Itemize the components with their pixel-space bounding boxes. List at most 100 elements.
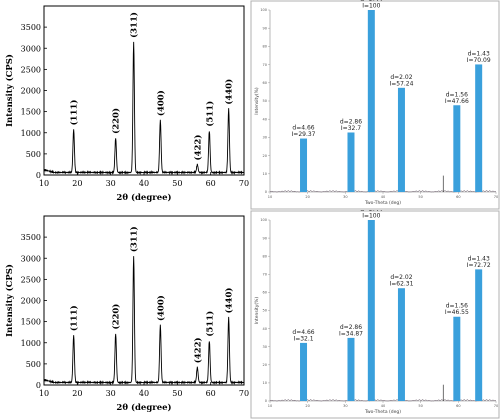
y-axis-label: Intensity (CPS) [4,54,15,127]
y-tick-label: 60 [263,81,267,85]
x-tick-label: 30 [106,179,116,188]
x-tick-label: 70 [239,389,249,398]
bar-label-i: I=32.7 [341,125,361,132]
y-tick-label: 80 [263,45,267,49]
bar [347,337,355,401]
bar-label-i: I=32.1 [293,335,313,342]
pattern-chart-top: 0 10 20 30 40 50 60 70 80 90 100 10 20 30 40 50 60 70 Two-… [250,0,500,210]
y-tick-label: 0 [265,190,267,194]
x-tick-label: 40 [381,404,385,408]
bar-label-i: I=100 [362,3,380,10]
y-tick-label: 60 [263,291,267,295]
x-tick-label: 50 [418,404,422,408]
y-tick-label: 20 [263,154,267,158]
xrd-chart-top-svg: 0 500 1000 1500 2000 2500 3000 3500 10 20 30 40 50 60… [4,5,249,203]
peak-label: (440) [224,288,235,314]
bar-label-d: d=4.66 [292,329,314,336]
bar-label-d: d=4.66 [292,125,314,132]
y-tick-label: 500 [26,360,41,369]
peak-label: (400) [155,90,166,116]
y-tick-label: 1000 [21,129,41,138]
x-tick-label: 50 [418,195,422,199]
x-tick-label: 50 [172,389,182,398]
bar-label-i: I=72.72 [467,262,491,269]
peak-label: (220) [111,108,122,134]
peak-label: (111) [69,305,80,331]
x-tick-label: 10 [39,179,49,188]
peak-label: (511) [204,101,215,127]
x-tick-label: 30 [343,404,347,408]
x-tick-label: 20 [72,179,82,188]
y-tick-label: 100 [260,8,267,12]
y-tick-label: 2500 [21,275,41,284]
bar-label-d: d=1.43 [468,255,490,262]
bar [453,105,461,192]
y-tick-label: 30 [263,136,267,140]
y-tick-label: 30 [263,345,267,349]
bar [367,220,375,401]
panel-border [250,0,500,210]
x-tick-label: 10 [39,389,49,398]
y-tick-label: 2000 [21,87,41,96]
y-tick-label: 10 [263,381,267,385]
x-tick-label: 70 [239,179,249,188]
x-axis-label: Two-Theta (deg) [364,409,401,415]
x-tick-label: 70 [494,404,498,408]
y-tick-label: 40 [263,117,267,121]
y-axis-label: Intensity(%) [254,87,260,115]
bar-label-d: d=1.56 [446,91,468,98]
x-axis-label: 2θ (degree) [116,402,171,413]
bar [397,288,405,401]
peak-label: (111) [69,100,80,126]
x-axis-label: 2θ (degree) [116,192,171,203]
bar [300,138,308,192]
y-tick-label: 50 [263,99,267,103]
bar-label-i: I=34.87 [339,330,363,337]
bar-label-i: I=47.66 [445,98,469,105]
bar [453,316,461,401]
bar-label-i: I=70.09 [467,57,491,64]
y-tick-label: 50 [263,309,267,313]
y-tick-label: 3000 [21,254,41,263]
peak-label: (220) [111,304,122,330]
y-tick-label: 0 [36,171,41,180]
bar-label-d: d=2.86 [340,118,362,125]
y-tick-label: 3000 [21,44,41,53]
x-tick-label: 50 [172,179,182,188]
bar-label-d: d=2.86 [340,324,362,331]
bar [347,132,355,192]
x-tick-label: 30 [343,195,347,199]
bar [367,10,375,192]
y-tick-label: 80 [263,254,267,258]
y-tick-label: 3500 [21,233,41,242]
bar [475,269,483,401]
peak-label: (511) [204,311,215,337]
xrd-chart-top: 0 500 1000 1500 2000 2500 3000 3500 10 20 30 40 50 60… [0,0,250,210]
x-tick-label: 20 [305,404,309,408]
y-tick-label: 90 [263,236,267,240]
plot-frame [43,215,245,386]
x-tick-label: 70 [494,195,498,199]
y-tick-label: 70 [263,63,267,67]
x-tick-label: 30 [106,389,116,398]
pattern-chart-bottom: 0 10 20 30 40 50 60 70 80 90 100 10 20 30 40 50 60 70 Two-… [250,210,500,419]
x-axis-label: Two-Theta (deg) [364,200,401,206]
x-tick-label: 10 [268,195,272,199]
peak-label: (400) [155,295,166,321]
plot-frame [43,5,245,176]
x-tick-label: 60 [456,404,460,408]
peak-label: (311) [129,12,140,38]
y-tick-label: 0 [36,381,41,390]
bar-label-d: d=1.43 [468,50,490,57]
xrd-chart-bottom-svg: 0 500 1000 1500 2000 2500 3000 3500 10 20 30 40 50 60… [4,215,249,413]
x-tick-label: 60 [206,389,216,398]
bar-label-i: I=29.37 [292,131,316,138]
bar [475,64,483,192]
y-tick-label: 1500 [21,318,41,327]
x-tick-label: 40 [139,389,149,398]
peak-label: (422) [192,337,203,363]
bar-label-i: I=62.31 [389,281,413,288]
y-tick-label: 2500 [21,65,41,74]
